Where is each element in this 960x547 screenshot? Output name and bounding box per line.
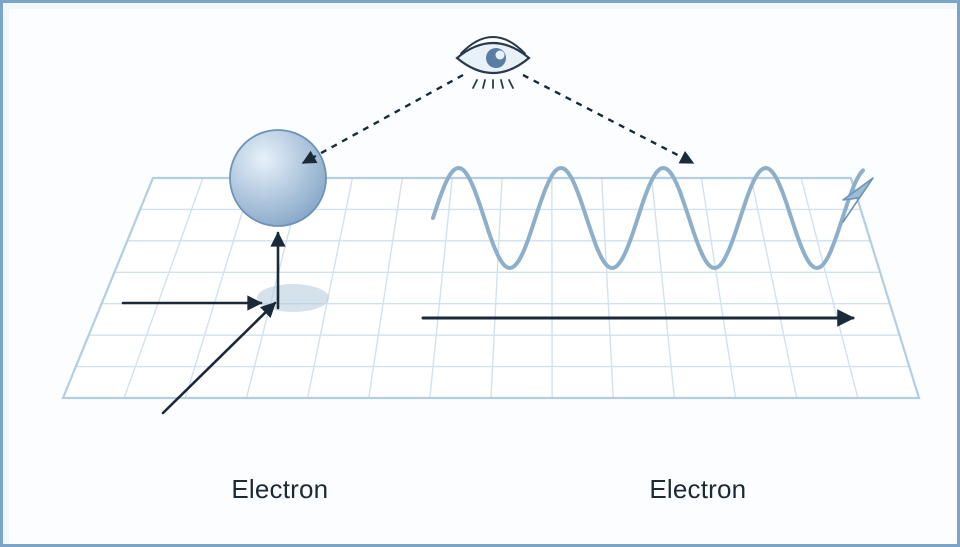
label-particle-line1: Electron <box>231 474 328 504</box>
label-particle-position: Electron Particle Position <box>115 441 415 547</box>
electron-sphere <box>230 130 326 226</box>
particle-shadow <box>257 284 329 312</box>
diagram-frame: Electron Particle Position Electron Wave… <box>0 0 960 547</box>
label-wave-momentum: Electron Wave Momentum <box>533 441 833 547</box>
label-wave-line1: Electron <box>649 474 746 504</box>
eye-highlight <box>496 51 505 60</box>
